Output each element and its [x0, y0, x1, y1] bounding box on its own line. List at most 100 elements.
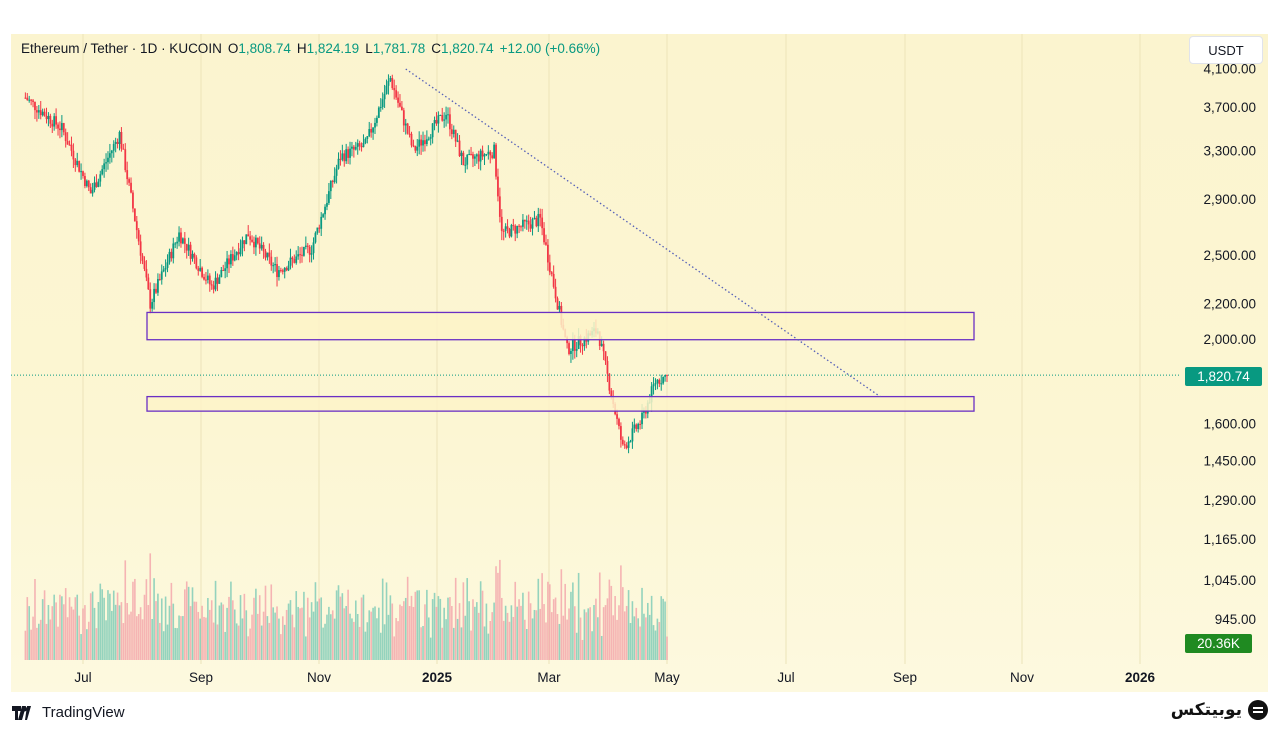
- volume-bar: [447, 597, 449, 660]
- volume-bar: [527, 591, 530, 660]
- currency-button[interactable]: USDT: [1189, 36, 1263, 64]
- candle-body: [112, 143, 115, 151]
- candle-body: [116, 141, 119, 144]
- volume-bar: [178, 615, 180, 660]
- candle-body: [283, 267, 286, 272]
- volume-bar: [149, 553, 152, 660]
- volume-bar: [41, 599, 44, 660]
- candle-body: [74, 159, 77, 166]
- volume-bar: [86, 629, 88, 660]
- tradingview-brand[interactable]: TradingView: [12, 704, 125, 721]
- volume-bar: [458, 603, 461, 660]
- volume-bar: [91, 591, 94, 660]
- volume-bar: [374, 606, 376, 660]
- candle-body: [299, 254, 301, 256]
- candle-body: [327, 191, 330, 203]
- candle-body: [475, 154, 478, 157]
- volume-bar: [43, 590, 46, 660]
- candle-body: [416, 146, 419, 151]
- candle-body: [583, 337, 586, 347]
- volume-bar: [650, 595, 653, 660]
- volume-bar: [512, 616, 515, 660]
- support-zone-box[interactable]: [146, 311, 975, 341]
- candle-body: [343, 153, 346, 162]
- volume-bar: [414, 591, 417, 660]
- volume-bar: [295, 591, 298, 660]
- trendline[interactable]: [405, 68, 881, 398]
- candle-body: [41, 111, 44, 116]
- volume-bar: [176, 628, 178, 660]
- volume-bar: [353, 621, 355, 660]
- volume-bar: [26, 597, 29, 660]
- volume-bar: [214, 580, 217, 660]
- price-tick-label: 1,450.00: [1203, 454, 1256, 469]
- volume-bar: [616, 619, 618, 660]
- price-chart[interactable]: 4,100.00 3,700.00 3,300.00 2,900.00 2,500.00…: [11, 34, 1268, 692]
- candle-body: [641, 412, 643, 425]
- candle-body: [103, 163, 106, 170]
- volume-bar: [297, 606, 299, 660]
- volume-bar: [233, 609, 236, 660]
- volume-bar: [145, 579, 148, 660]
- candle-body: [291, 257, 294, 260]
- volume-bar: [525, 628, 528, 660]
- volume-bar: [201, 605, 203, 660]
- candle-body: [379, 107, 382, 109]
- volume-bar: [180, 616, 182, 660]
- volume-bar: [318, 598, 321, 660]
- candle-body: [522, 219, 524, 227]
- volume-bar: [258, 595, 261, 660]
- volume-bar: [153, 578, 155, 660]
- candle-body: [164, 267, 167, 270]
- candle-body: [143, 260, 146, 269]
- candle-body: [34, 101, 36, 111]
- volume-bar: [408, 606, 411, 660]
- volume-bar: [385, 582, 388, 660]
- volume-bar: [80, 634, 82, 660]
- candle-body: [349, 148, 351, 158]
- candle-body: [253, 241, 255, 248]
- candle-body: [151, 302, 154, 309]
- volume-bar: [631, 601, 634, 660]
- candle-body: [366, 136, 369, 139]
- volume-bar: [468, 601, 470, 660]
- volume-bar: [564, 583, 566, 660]
- candle-body: [656, 379, 659, 384]
- candle-body: [297, 254, 300, 257]
- volume-bar: [533, 609, 536, 660]
- support-zone-box[interactable]: [146, 395, 975, 412]
- volume-bar: [122, 623, 125, 660]
- candle-body: [318, 227, 321, 229]
- change-value: +12.00 (+0.66%): [499, 41, 601, 56]
- time-axis[interactable]: Jul Sep Nov 2025 Mar May Jul Sep Nov 2026: [74, 670, 1155, 685]
- candle-body: [166, 262, 169, 268]
- time-tick-label: May: [654, 670, 680, 685]
- candle-body: [391, 78, 394, 89]
- candle-body: [266, 252, 269, 258]
- candle-body: [105, 162, 107, 164]
- volume-bar: [331, 610, 334, 660]
- chart-area[interactable]: 4,100.00 3,700.00 3,300.00 2,900.00 2,500.00…: [11, 34, 1268, 692]
- candle-body: [341, 153, 344, 160]
- volume-bar: [627, 590, 630, 660]
- volume-bar: [354, 600, 357, 660]
- volume-bar: [549, 584, 551, 660]
- candle-body: [32, 100, 34, 102]
- candle-body: [133, 208, 136, 222]
- candle-body: [285, 267, 288, 271]
- volume-bar: [541, 573, 543, 660]
- candle-body: [135, 221, 138, 231]
- volume-bar: [224, 631, 226, 660]
- candle-body: [306, 245, 309, 247]
- volume-bar: [278, 618, 280, 660]
- candle-body: [602, 343, 605, 352]
- candle-body: [376, 117, 378, 123]
- candle-body: [558, 305, 561, 310]
- exchange-label: یوبیتکس: [1170, 700, 1242, 720]
- price-tick-label: 4,100.00: [1203, 62, 1256, 77]
- volume-bar: [418, 590, 420, 660]
- price-axis[interactable]: 4,100.00 3,700.00 3,300.00 2,900.00 2,500.00…: [1203, 62, 1256, 628]
- volume-bar: [604, 605, 607, 660]
- support-zones[interactable]: [146, 311, 975, 412]
- candle-body: [110, 150, 113, 154]
